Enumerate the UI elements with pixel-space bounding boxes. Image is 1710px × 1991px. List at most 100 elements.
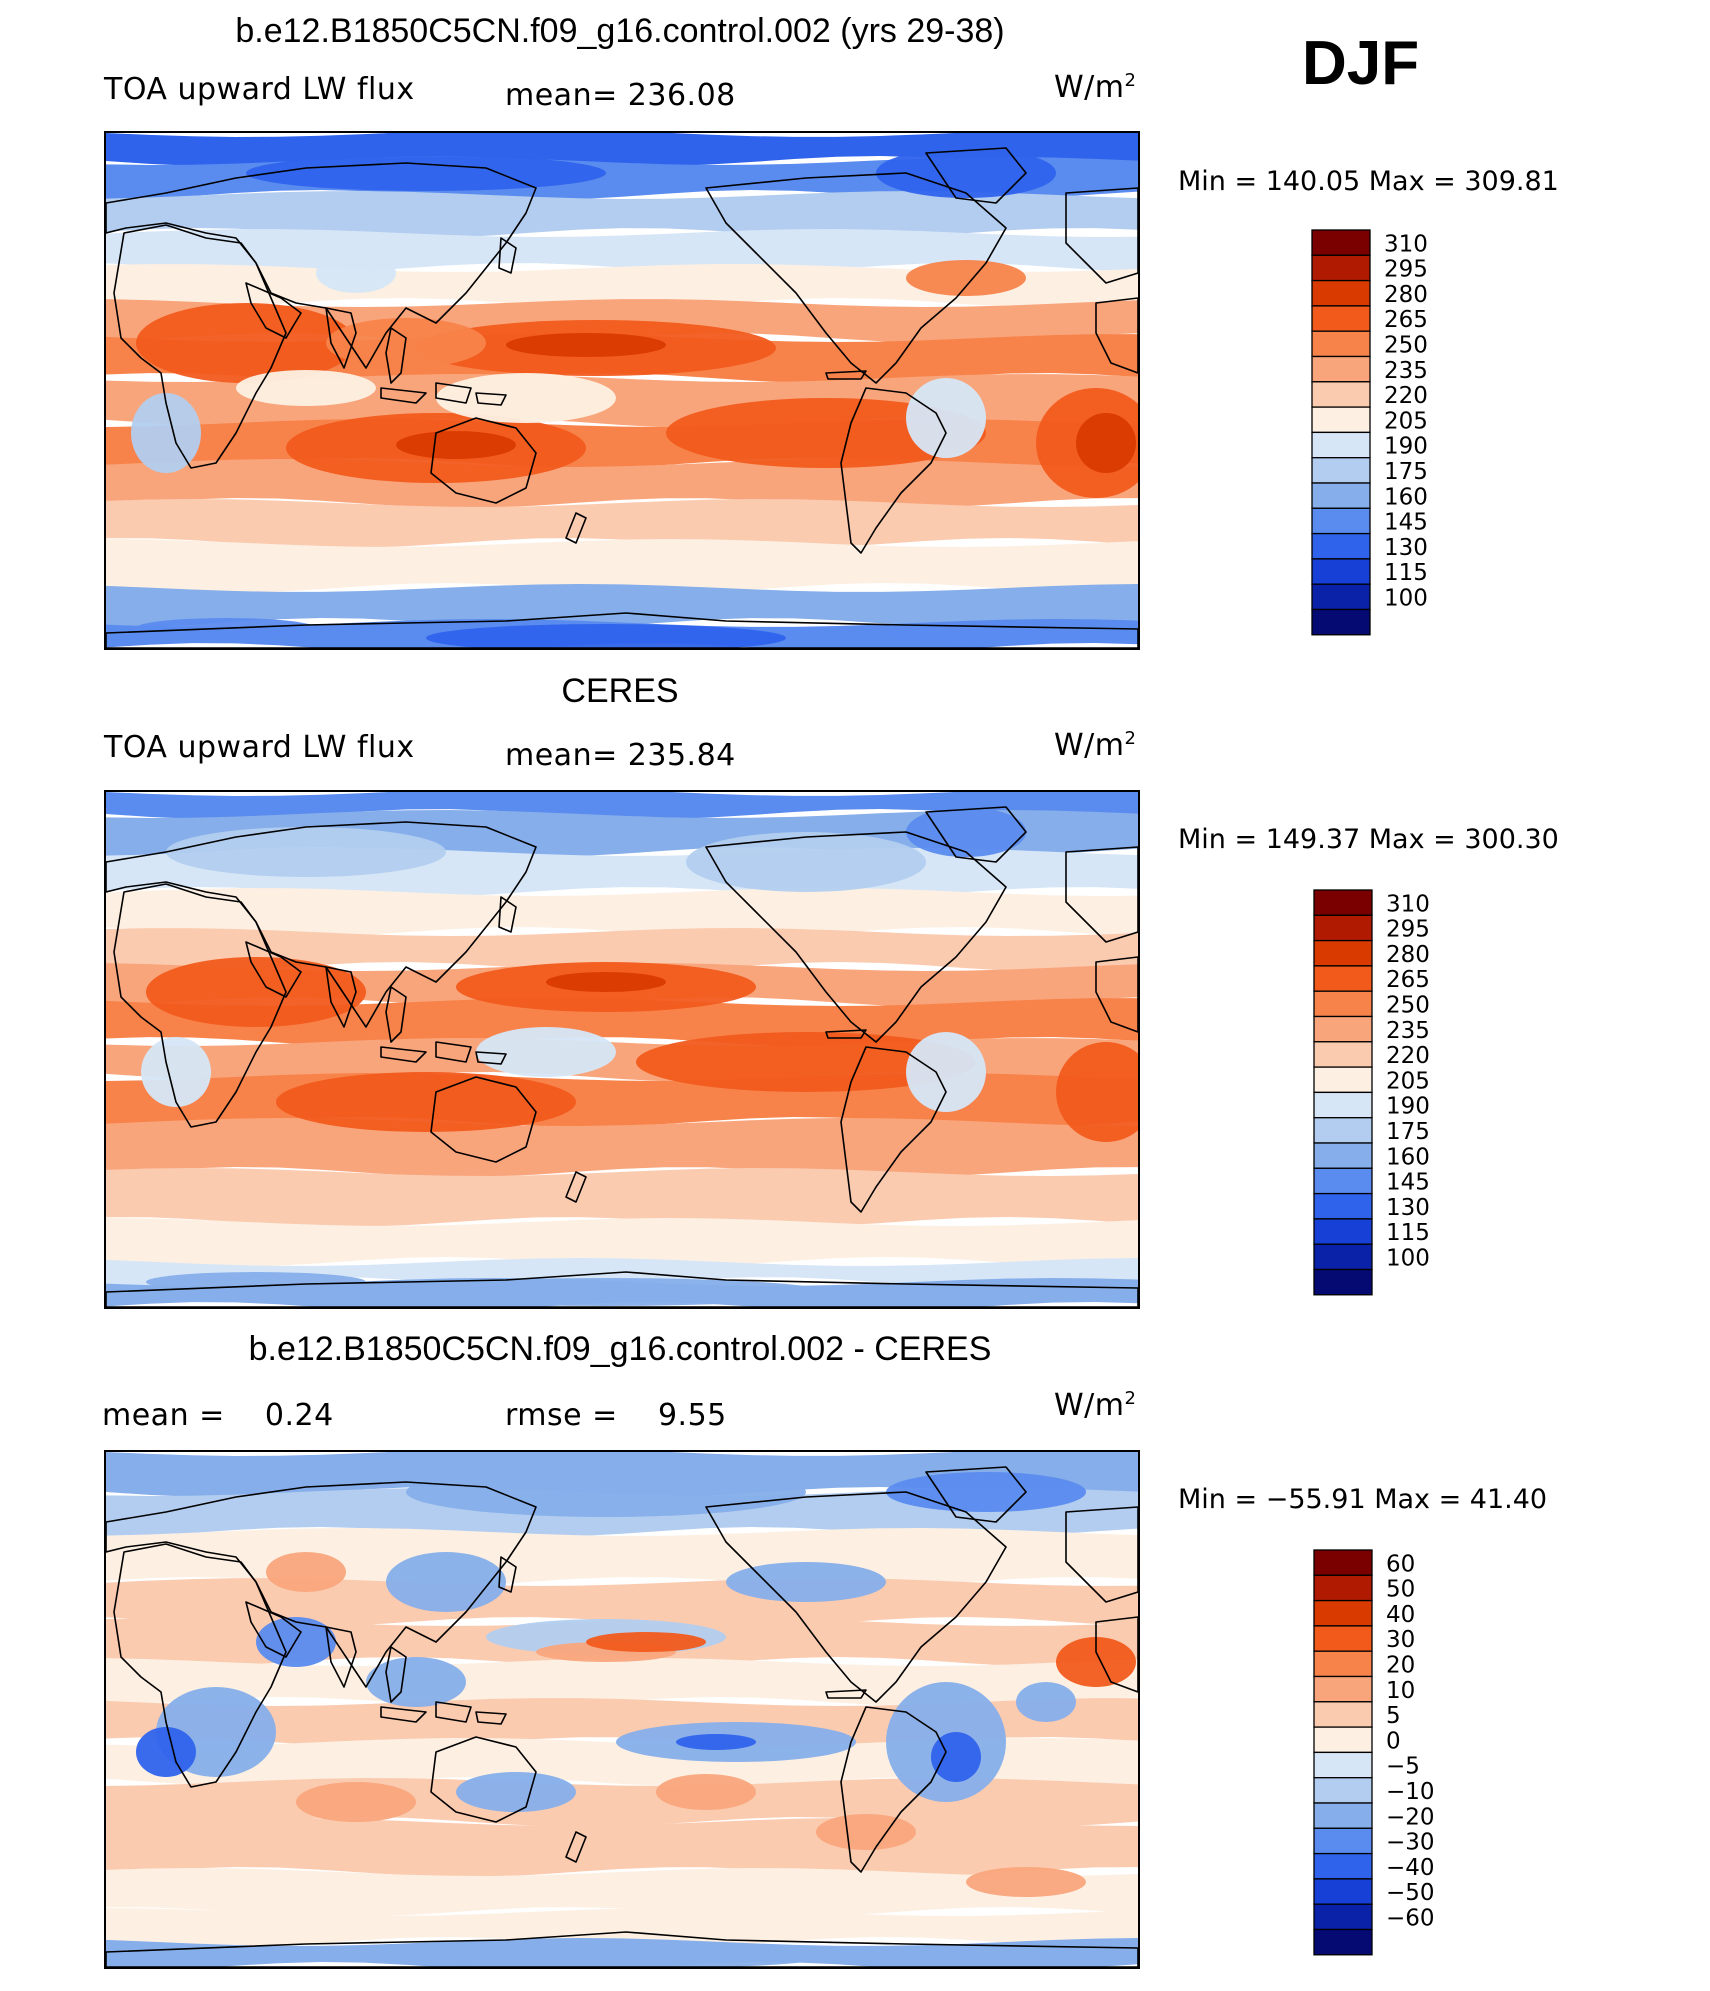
colorbar-label: 295 xyxy=(1384,257,1428,283)
field-band xyxy=(106,1818,1138,1877)
coastline xyxy=(106,612,1138,648)
field-band xyxy=(106,499,1138,548)
field-band xyxy=(106,584,1138,628)
coastline xyxy=(498,896,517,933)
colorbar-label: 295 xyxy=(1386,917,1430,943)
field-contour xyxy=(636,1032,976,1092)
colorbar-swatch xyxy=(1311,254,1371,282)
field-band xyxy=(106,1168,1138,1227)
panel2-colorbar: 3102952802652502352202051901751601451301… xyxy=(1313,889,1430,1296)
coastline xyxy=(380,1706,427,1723)
colorbar-swatch xyxy=(1313,1066,1373,1094)
field-contour xyxy=(1056,1637,1136,1687)
field-contour xyxy=(816,1814,916,1850)
colorbar-swatch xyxy=(1311,381,1371,408)
colorbar-swatch xyxy=(1313,1726,1373,1754)
panel1-units: W/m2 xyxy=(1054,70,1137,105)
field-contour xyxy=(386,1278,826,1306)
colorbar-swatch xyxy=(1311,229,1371,256)
coastline xyxy=(475,392,507,406)
colorbar-swatch xyxy=(1313,1903,1373,1931)
colorbar-swatch xyxy=(1311,279,1371,307)
field-contour xyxy=(386,1552,506,1612)
coastline xyxy=(705,1491,1007,1703)
field-contour xyxy=(396,431,516,459)
colorbar-swatch xyxy=(1313,1091,1373,1119)
colorbar-swatch xyxy=(1313,1599,1373,1627)
field-contour xyxy=(136,1727,196,1777)
coastline xyxy=(106,162,537,369)
coastline xyxy=(245,941,302,998)
colorbar-swatch xyxy=(1313,1574,1373,1602)
panel3-rmse: rmse = 9.55 xyxy=(505,1398,727,1433)
field-contour xyxy=(141,1037,211,1107)
colorbar-label: 145 xyxy=(1386,1170,1430,1196)
colorbar-label: 145 xyxy=(1384,510,1428,536)
panel2-variable-label: TOA upward LW flux xyxy=(104,730,415,765)
field-contour xyxy=(131,393,201,473)
colorbar-label: 50 xyxy=(1386,1577,1415,1603)
field-contour xyxy=(506,333,666,357)
panel2-mean: mean= 235.84 xyxy=(505,738,736,773)
colorbar-swatch xyxy=(1313,1218,1373,1245)
coastline xyxy=(925,147,1027,204)
colorbar-label: 265 xyxy=(1384,307,1428,333)
colorbar-swatch xyxy=(1313,1268,1373,1296)
panel1-variable-label: TOA upward LW flux xyxy=(104,72,415,107)
field-contour xyxy=(426,624,786,648)
colorbar-swatch xyxy=(1311,558,1371,585)
field-contour xyxy=(166,827,446,877)
field-band xyxy=(106,1908,1138,1947)
colorbar-swatch xyxy=(1311,406,1371,434)
coastline xyxy=(106,1481,537,1688)
coastline xyxy=(1095,297,1138,374)
colorbar-label: 100 xyxy=(1384,586,1428,612)
colorbar-label: 40 xyxy=(1386,1602,1415,1628)
colorbar-label: 115 xyxy=(1386,1220,1430,1246)
colorbar-label: −30 xyxy=(1386,1830,1435,1856)
coastline xyxy=(1095,1616,1138,1693)
colorbar-swatch xyxy=(1313,965,1373,992)
coastline xyxy=(245,282,302,339)
colorbar-swatch xyxy=(1313,1751,1373,1779)
panel3-units: W/m2 xyxy=(1054,1388,1137,1423)
colorbar-swatch xyxy=(1313,1549,1373,1576)
colorbar-swatch xyxy=(1313,1650,1373,1678)
field-contour xyxy=(656,1774,756,1810)
colorbar-label: 190 xyxy=(1386,1094,1430,1120)
colorbar-swatch xyxy=(1313,1777,1373,1804)
field-contour xyxy=(316,253,396,293)
coastline xyxy=(325,1626,357,1688)
field-band xyxy=(106,1118,1138,1177)
field-band xyxy=(106,792,1138,819)
colorbar-label: 100 xyxy=(1386,1246,1430,1272)
coastline xyxy=(245,1601,302,1658)
coastline xyxy=(475,1051,507,1065)
field-contour xyxy=(906,260,1026,296)
coastline xyxy=(825,1029,867,1039)
coastline xyxy=(385,986,407,1043)
field-band xyxy=(106,1868,1138,1917)
colorbar-swatch xyxy=(1313,914,1373,942)
coastline xyxy=(475,1711,507,1725)
colorbar-label: 220 xyxy=(1386,1043,1430,1069)
field-contour xyxy=(146,957,366,1027)
colorbar-swatch xyxy=(1313,889,1373,916)
field-contour xyxy=(966,1867,1086,1897)
field-contour xyxy=(876,148,1056,198)
coastline xyxy=(430,417,537,504)
colorbar-swatch xyxy=(1311,457,1371,484)
field-contour xyxy=(366,1657,466,1707)
coastline xyxy=(106,821,537,1028)
colorbar-label: 205 xyxy=(1384,408,1428,434)
colorbar-label: 265 xyxy=(1386,967,1430,993)
colorbar-swatch xyxy=(1313,1167,1373,1195)
field-band xyxy=(106,888,1138,937)
field-contour xyxy=(256,1617,336,1667)
field-contour xyxy=(686,832,926,892)
field-contour xyxy=(246,155,606,191)
field-band xyxy=(106,1578,1138,1627)
colorbar-label: 280 xyxy=(1386,942,1430,968)
colorbar-label: 175 xyxy=(1386,1119,1430,1145)
field-contour xyxy=(236,370,376,406)
